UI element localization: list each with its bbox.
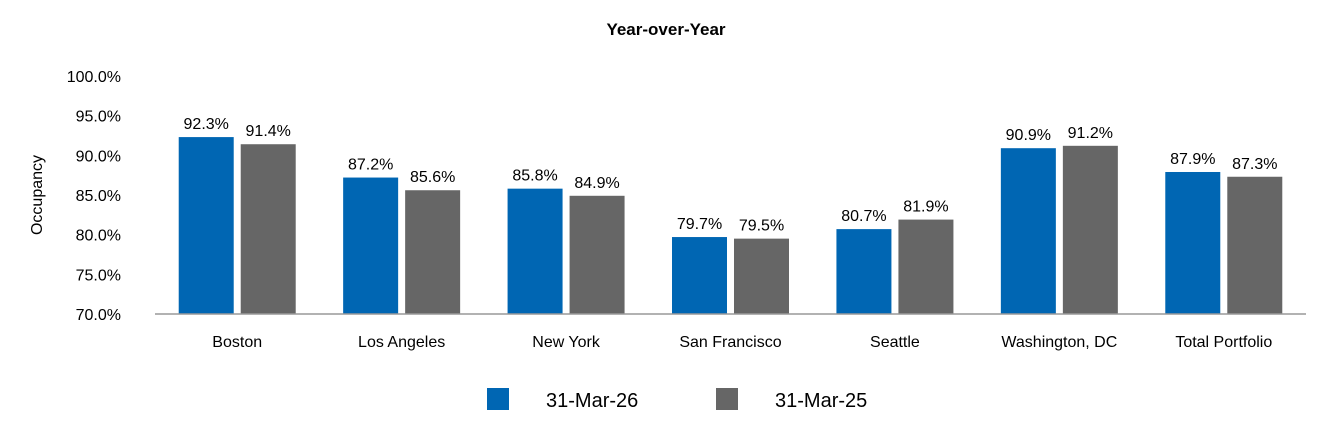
bar-data-label: 84.9% (574, 175, 619, 192)
bar-series1 (507, 188, 563, 314)
legend-label: 31-Mar-26 (546, 390, 638, 412)
data-labels: 92.3% 91.4% 87.2% 85.6% 85.8% 84.9% 79.7% 79.5%… (184, 116, 1278, 235)
bar-series1 (1165, 171, 1221, 314)
bar-data-label: 87.2% (348, 157, 393, 174)
bar-series1 (836, 229, 892, 314)
bar-series2 (569, 195, 625, 314)
bar-data-label: 85.6% (410, 169, 455, 186)
bar-data-label: 79.7% (677, 216, 722, 233)
bar-series1 (672, 237, 727, 314)
category-labels: Boston Los Angeles New York San Francisco Se… (212, 334, 1272, 351)
bar-data-label: 90.9% (1006, 127, 1051, 144)
bar-data-label: 91.2% (1068, 125, 1113, 142)
x-category-label: New York (532, 334, 601, 351)
bars (178, 137, 1283, 314)
bar-series2 (734, 238, 789, 314)
bar-data-label: 79.5% (739, 218, 784, 235)
y-tick-label: 90.0% (76, 148, 121, 165)
bar-data-label: 87.3% (1232, 156, 1277, 173)
bar-series2 (1227, 176, 1283, 314)
bar-data-label: 87.9% (1170, 151, 1215, 168)
bar-series1 (1000, 148, 1056, 314)
bar-series2 (1062, 145, 1118, 314)
legend-swatch (487, 388, 509, 410)
chart-title: Year-over-Year (606, 20, 725, 39)
y-tick-label: 100.0% (67, 69, 121, 86)
bar-data-label: 92.3% (184, 116, 229, 133)
bar-series2 (405, 190, 461, 314)
x-category-label: Total Portfolio (1175, 334, 1272, 351)
bar-data-label: 85.8% (512, 168, 557, 185)
y-tick-label: 80.0% (76, 228, 121, 245)
x-category-label: Washington, DC (1001, 334, 1117, 351)
legend-label: 31-Mar-25 (775, 390, 867, 412)
bar-series1 (343, 177, 399, 314)
bar-data-label: 91.4% (246, 123, 291, 140)
y-tick-label: 85.0% (76, 188, 121, 205)
y-tick-label: 95.0% (76, 109, 121, 126)
bar-series2 (898, 219, 954, 314)
bar-series1 (178, 137, 234, 314)
y-axis-label: Occupancy (29, 155, 46, 235)
x-category-label: Seattle (870, 334, 920, 351)
y-tick-label: 75.0% (76, 267, 121, 284)
bar-series2 (240, 144, 296, 314)
legend-swatch (716, 388, 738, 410)
y-tick-label: 70.0% (76, 307, 121, 324)
bar-data-label: 81.9% (903, 199, 948, 216)
x-category-label: Boston (212, 334, 262, 351)
x-category-label: Los Angeles (358, 334, 445, 351)
bar-data-label: 80.7% (841, 208, 886, 225)
y-axis-ticks: 70.0% 75.0% 80.0% 85.0% 90.0% 95.0% 100.0% (67, 69, 121, 324)
x-category-label: San Francisco (679, 334, 781, 351)
legend: 31-Mar-26 31-Mar-25 (487, 388, 867, 412)
